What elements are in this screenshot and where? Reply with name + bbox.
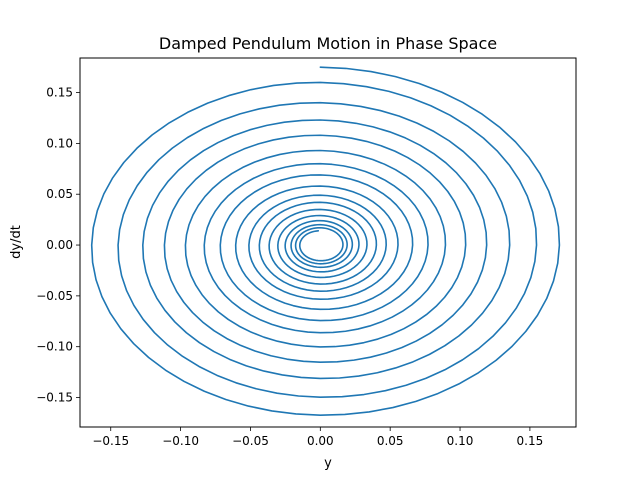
y-axis: −0.15 −0.10 −0.05 0.00 0.05 0.10 0.15	[36, 86, 80, 405]
x-tick-label: 0.00	[307, 434, 334, 448]
y-tick-label: 0.10	[46, 136, 73, 150]
x-axis: −0.15 −0.10 −0.05 0.00 0.05 0.10 0.15	[92, 427, 543, 448]
plot-frame	[79, 57, 577, 428]
y-tick-label: −0.15	[36, 391, 73, 405]
x-axis-label: y	[324, 456, 332, 471]
y-tick-label: 0.15	[46, 86, 73, 100]
x-tick-label: −0.15	[92, 434, 129, 448]
x-tick-label: −0.10	[162, 434, 199, 448]
x-tick-label: −0.05	[232, 434, 269, 448]
plot-background	[80, 58, 576, 427]
chart-title: Damped Pendulum Motion in Phase Space	[159, 34, 497, 53]
plot-area	[79, 57, 577, 428]
y-tick-label: −0.05	[36, 289, 73, 303]
y-axis-label: dy/dt	[9, 225, 24, 259]
y-tick-label: 0.05	[46, 187, 73, 201]
series-line	[90, 66, 561, 416]
x-tick-label: 0.15	[517, 434, 544, 448]
y-tick-label: 0.00	[46, 238, 73, 252]
y-tick-label: −0.10	[36, 340, 73, 354]
x-tick-label: 0.10	[447, 434, 474, 448]
x-tick-label: 0.05	[377, 434, 404, 448]
